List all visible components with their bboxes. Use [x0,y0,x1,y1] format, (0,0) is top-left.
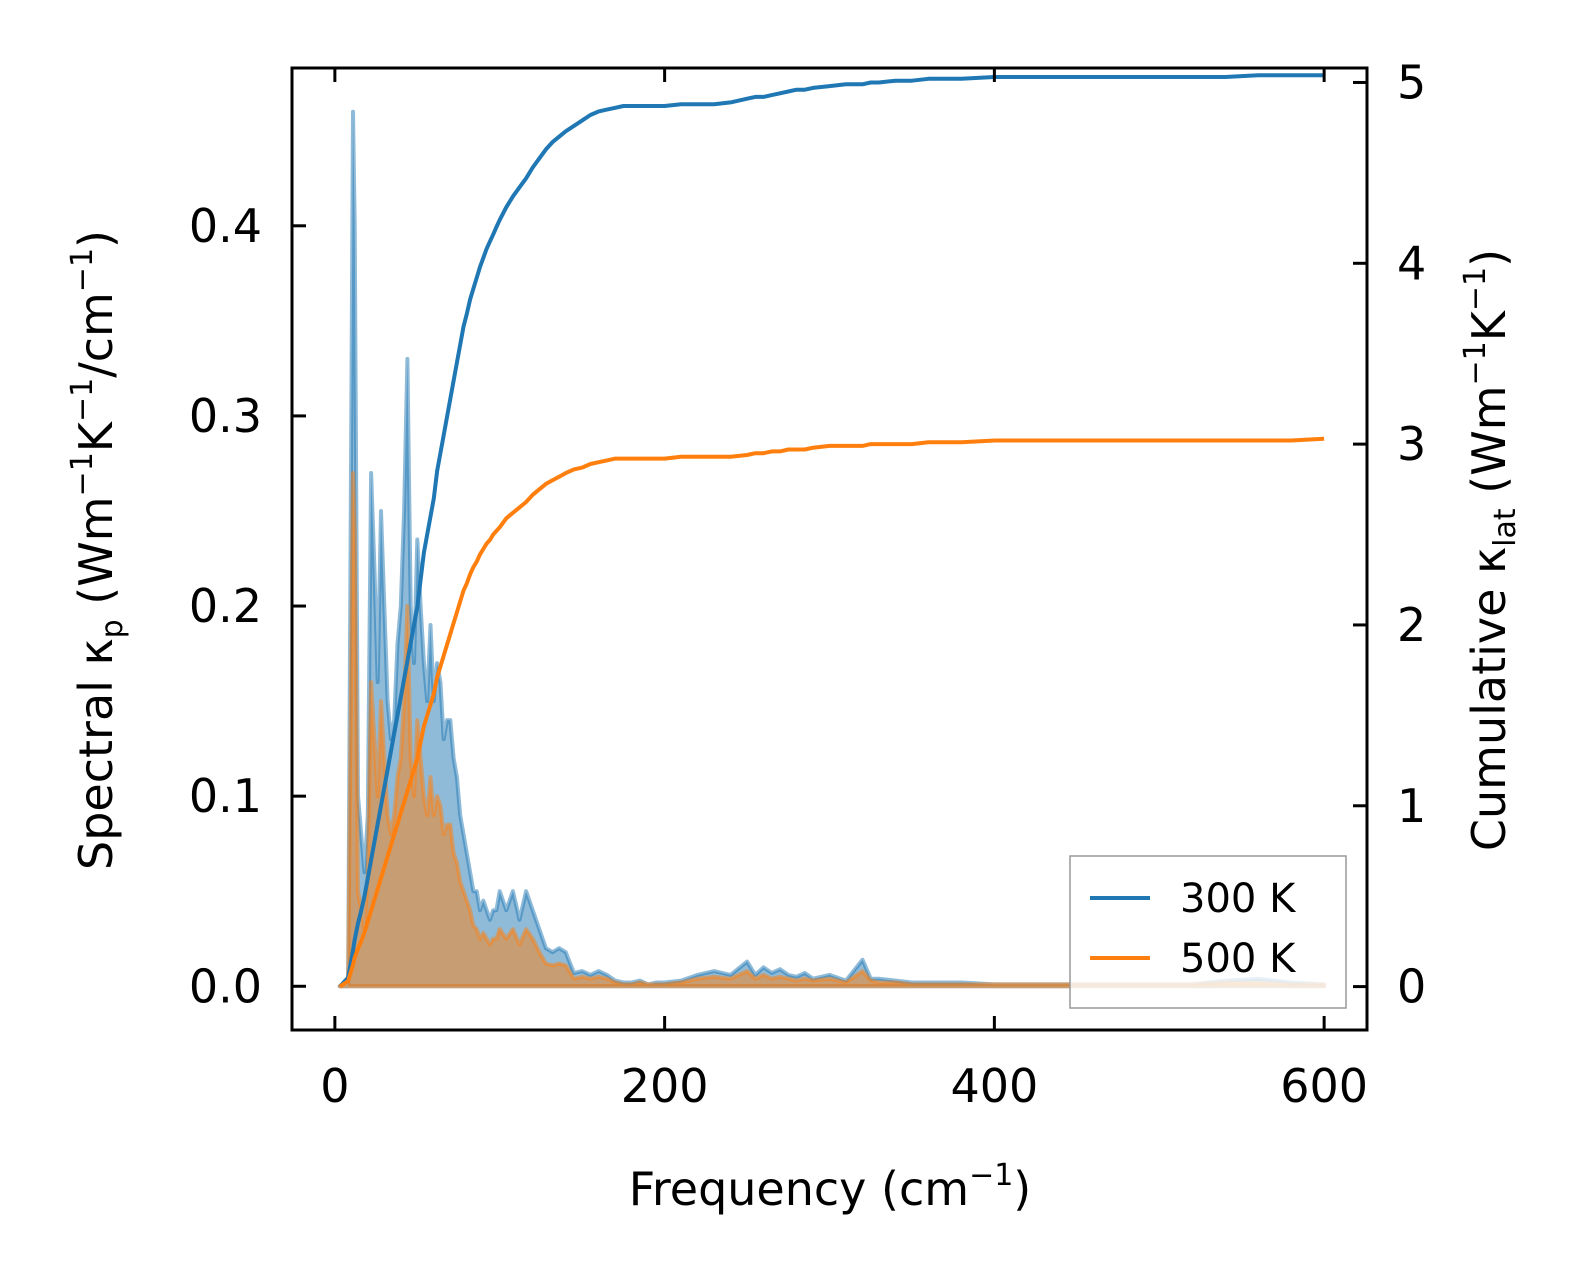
y-left-tick-label-0.1: 0.1 [189,769,262,823]
y-left-tick-label-0.3: 0.3 [189,389,262,443]
y-left-title-sup2: −1 [65,378,100,422]
cumulative-lines [338,73,1325,989]
y-left-axis-title: Spectral κp (Wm−1K−1/cm−1) [65,230,130,870]
y-left-tick-label-0: 0.0 [189,959,262,1013]
x-tick-label-400: 400 [950,1059,1038,1113]
y-right-tick-label-3: 3 [1397,417,1426,471]
spectral-area-500K [337,471,1327,989]
y-right-axis-title: Cumulative κlat (Wm−1K−1) [1458,249,1523,851]
y-right-title-sup2: −1 [1458,267,1493,311]
x-tick-label-600: 600 [1280,1059,1368,1113]
y-right-title-sup1: −1 [1458,341,1493,385]
y-right-tick-label-5: 5 [1397,55,1426,109]
y-left-title-e: ) [69,230,123,248]
y-left-tick-label-0.4: 0.4 [189,199,262,253]
y-left-title-a: Spectral κ [69,638,123,870]
y-right-title-d: ) [1462,249,1516,267]
x-axis-title-end: ) [1013,1162,1031,1216]
y-left-title-sup3: −1 [65,248,100,292]
x-axis-ticks: 0 200 400 600 [320,68,1368,1113]
y-left-title-sup1: −1 [65,452,100,496]
legend: 300 K 500 K [1069,855,1347,1009]
y-right-tick-label-1: 1 [1397,779,1426,833]
y-right-title-c: K [1462,309,1516,341]
y-left-title-d: /cm [69,292,123,378]
y-right-title-b: (Wm [1462,385,1516,508]
y-left-title-sub: p [95,619,130,638]
y-right-axis-ticks: 0 1 2 3 4 5 [1353,55,1426,1014]
cumulative-line-500K [338,436,1325,989]
y-left-title-c: K [69,420,123,452]
x-axis-title-main: Frequency (cm [629,1162,969,1216]
y-left-axis-ticks: 0.0 0.1 0.2 0.3 0.4 [189,199,306,1013]
x-tick-label-200: 200 [621,1059,709,1113]
y-left-title-b: (Wm [69,496,123,619]
x-tick-label-0: 0 [320,1059,349,1113]
cumulative-line-300K [338,73,1325,988]
legend-label-500K: 500 K [1180,936,1297,982]
y-right-tick-label-4: 4 [1397,236,1426,290]
y-left-tick-label-0.2: 0.2 [189,579,262,633]
y-right-tick-label-2: 2 [1397,598,1426,652]
y-right-tick-label-0: 0 [1397,960,1426,1014]
spectral-fills [337,109,1327,989]
legend-box [1069,855,1347,1009]
x-axis-title: Frequency (cm−1) [629,1158,1032,1216]
plot-frame [290,66,1369,1032]
y-right-title-sub: lat [1488,508,1523,547]
x-axis-title-sup: −1 [969,1158,1013,1193]
legend-label-300K: 300 K [1180,876,1297,922]
y-right-title-a: Cumulative κ [1462,547,1516,851]
